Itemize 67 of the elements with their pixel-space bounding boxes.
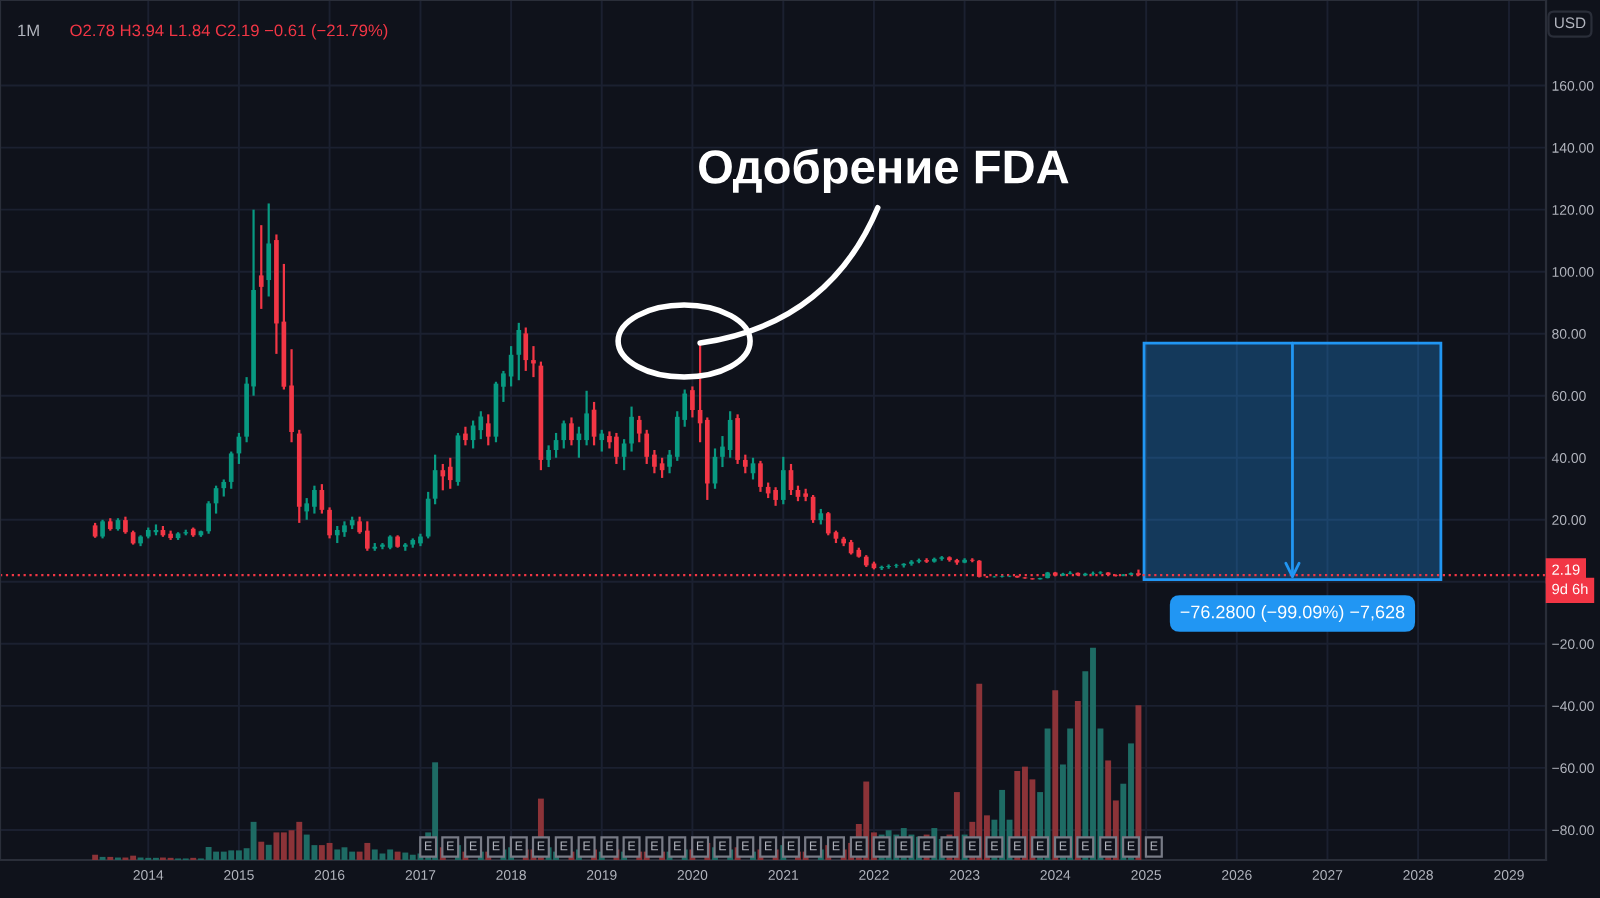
candlestick — [629, 405, 634, 453]
candlestick — [561, 419, 567, 450]
candlestick — [523, 326, 529, 373]
candlestick — [546, 444, 551, 469]
bar — [387, 849, 394, 860]
candlestick — [463, 425, 468, 447]
candlestick — [364, 520, 370, 552]
bar — [250, 821, 257, 860]
candlestick — [886, 563, 891, 570]
candlestick — [924, 557, 929, 564]
bar — [296, 821, 303, 860]
candlestick — [742, 453, 748, 475]
candlestick — [478, 410, 484, 441]
candlestick — [228, 450, 234, 490]
bar — [379, 853, 386, 860]
bar — [235, 850, 242, 860]
candlestick — [780, 455, 786, 506]
bar — [92, 854, 99, 860]
candlestick — [690, 385, 695, 419]
candlestick — [485, 413, 491, 447]
band-label: −76.2800 (−99.09%) −7,628 — [1180, 605, 1405, 622]
bar — [273, 832, 280, 860]
candlestick — [644, 428, 650, 466]
candlestick — [569, 416, 574, 447]
annotation: O2.78 H3.94 L1.84 C2.19 −0.61 (−21.79%) — [70, 24, 388, 40]
bar — [356, 851, 363, 860]
bar — [288, 830, 295, 860]
bar — [409, 854, 416, 860]
text: 1M — [18, 24, 39, 37]
bar — [364, 842, 371, 860]
candlestick — [516, 321, 522, 382]
candlestick — [447, 456, 453, 490]
bar — [402, 852, 409, 860]
candlestick — [825, 510, 831, 537]
annotation: Одобрение FDA — [699, 148, 1069, 194]
bar — [394, 851, 401, 860]
candlestick — [327, 506, 332, 540]
candlestick — [206, 500, 211, 535]
bar — [220, 851, 227, 860]
bar — [265, 844, 272, 860]
candlestick — [258, 224, 264, 310]
bar — [303, 834, 310, 860]
candlestick — [735, 413, 740, 466]
candlestick — [773, 486, 778, 507]
bar — [371, 849, 378, 860]
candlestick — [727, 410, 733, 459]
bar — [318, 845, 325, 860]
bar — [326, 842, 333, 860]
bar — [205, 846, 212, 860]
candlestick — [584, 389, 589, 447]
candlestick — [909, 558, 914, 567]
candlestick — [531, 345, 536, 379]
candlestick — [266, 202, 272, 298]
bar — [213, 851, 220, 860]
candlestick — [312, 484, 317, 515]
candlestick — [100, 518, 105, 540]
candlestick — [614, 431, 619, 466]
candlestick — [440, 462, 446, 492]
bar — [334, 849, 341, 860]
bar — [349, 851, 356, 860]
bar — [258, 841, 265, 860]
candlestick — [758, 459, 763, 493]
bar — [280, 832, 287, 860]
candlestick — [304, 496, 310, 521]
bar — [228, 850, 235, 860]
candlestick — [599, 428, 605, 453]
candlestick — [636, 414, 642, 444]
